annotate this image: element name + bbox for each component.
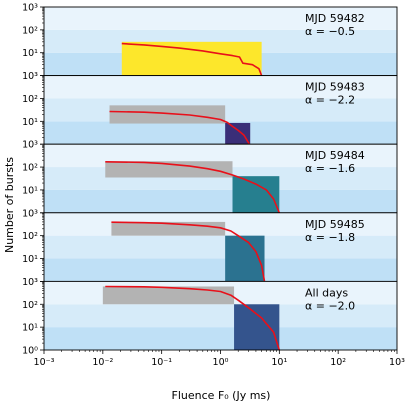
background-band — [44, 75, 397, 99]
y-tick-label: 10³ — [22, 277, 38, 288]
cumulative-curve — [109, 110, 251, 145]
cumulative-curve — [105, 161, 281, 214]
background-band — [44, 235, 397, 259]
x-tick-label: 10⁻² — [92, 357, 113, 368]
x-axis-ticks: 10⁻³ 10⁻² 10⁻¹ 10⁰ 10¹ 10² 10³ — [34, 350, 405, 368]
cumulative-curve — [105, 285, 281, 351]
background-band — [44, 7, 397, 30]
fit-range-box — [232, 176, 280, 213]
background-band — [44, 304, 397, 328]
panel-alpha: α = −1.8 — [305, 231, 355, 244]
x-tick-label: 10⁻³ — [34, 357, 55, 368]
y-axis-label: Number of bursts — [3, 157, 16, 253]
fit-range-box — [234, 304, 280, 350]
y-tick-label: 10³ — [22, 140, 38, 151]
fit-range-box — [121, 41, 262, 76]
panel-alpha: α = −2.0 — [305, 299, 355, 312]
y-tick-label: 10² — [22, 25, 38, 36]
x-tick-label: 10² — [330, 357, 346, 368]
y-tick-label: 10¹ — [22, 323, 38, 334]
background-band — [44, 258, 397, 282]
y-tick-label: 10¹ — [22, 254, 38, 265]
x-tick-label: 10⁰ — [213, 357, 229, 368]
x-tick-label: 10³ — [389, 357, 405, 368]
background-band — [44, 121, 397, 145]
y-tick-label: 10³ — [22, 71, 38, 82]
cumulative-curve — [121, 42, 263, 76]
y-tick-label: 10³ — [22, 3, 38, 14]
panel-label: All days — [305, 286, 348, 299]
x-axis-label: Fluence F₀ (Jy ms) — [172, 389, 271, 402]
gray-range-box — [109, 105, 226, 124]
y-tick-label: 10² — [22, 300, 38, 311]
panel-label: MJD 59482 — [305, 12, 365, 25]
background-band — [44, 189, 397, 213]
y-tick-label: 10² — [22, 231, 38, 242]
panel-alpha: α = −1.6 — [305, 162, 355, 175]
gray-range-box — [105, 161, 233, 178]
y-tick-label: 10¹ — [22, 185, 38, 196]
x-tick-label: 10⁻¹ — [151, 357, 172, 368]
panel-label: MJD 59484 — [305, 149, 365, 162]
panel-alpha: α = −0.5 — [305, 25, 355, 38]
gray-range-box — [102, 286, 235, 305]
panel-alpha: α = −2.2 — [305, 94, 355, 107]
y-tick-label: 10² — [22, 94, 38, 105]
fit-range-box — [225, 122, 251, 145]
panel-label: MJD 59485 — [305, 218, 365, 231]
y-tick-label: 10³ — [22, 208, 38, 219]
x-tick-label: 10¹ — [271, 357, 287, 368]
background-band — [44, 327, 397, 350]
panel-label: MJD 59483 — [305, 81, 365, 94]
y-tick-label: 10¹ — [22, 117, 38, 128]
y-tick-label: 10⁰ — [22, 346, 38, 357]
cumulative-curve — [111, 221, 266, 282]
y-tick-label: 10¹ — [22, 48, 38, 59]
y-tick-label: 10² — [22, 163, 38, 174]
